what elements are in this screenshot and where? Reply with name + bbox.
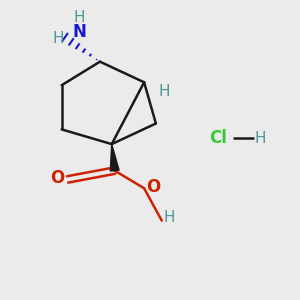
- Text: H: H: [164, 210, 175, 225]
- Text: H: H: [74, 10, 85, 25]
- Text: H: H: [159, 84, 170, 99]
- Text: H: H: [255, 131, 266, 146]
- Text: O: O: [50, 169, 64, 187]
- Text: H: H: [53, 31, 64, 46]
- Text: N: N: [72, 23, 86, 41]
- Text: Cl: Cl: [209, 129, 227, 147]
- Text: O: O: [146, 178, 160, 196]
- Polygon shape: [110, 144, 119, 171]
